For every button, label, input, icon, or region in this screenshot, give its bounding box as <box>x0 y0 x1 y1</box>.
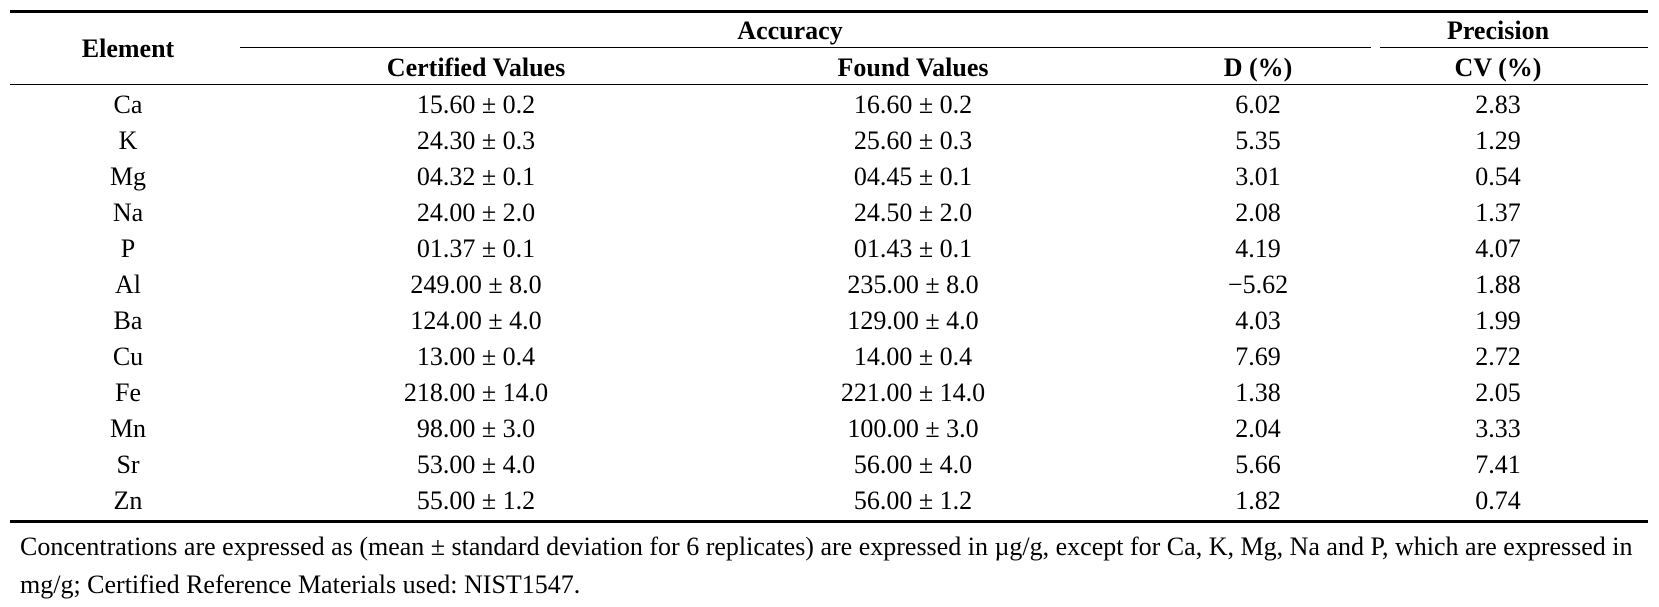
cell-found-value: 25.60 ± 0.3 <box>853 126 973 155</box>
cell-cv-percent: 1.29 <box>1475 126 1521 155</box>
cell-cv-percent: 1.99 <box>1475 306 1521 335</box>
table-row: Sr 53.00 ± 4.0 56.00 ± 4.0 5.66 7.41 <box>0 448 1659 482</box>
table-row: Na 24.00 ± 2.0 24.50 ± 2.0 2.08 1.37 <box>0 196 1659 230</box>
header-bottom-rule <box>10 84 1648 85</box>
cell-element: Cu <box>112 342 144 371</box>
cell-cv-percent: 0.54 <box>1475 162 1521 191</box>
cell-d-percent: 3.01 <box>1235 162 1281 191</box>
header-precision: Precision <box>1446 16 1550 45</box>
cell-d-percent: −5.62 <box>1227 270 1289 299</box>
table-bottom-rule <box>10 520 1648 523</box>
cell-certified-value: 249.00 ± 8.0 <box>410 270 542 299</box>
table-row: P 01.37 ± 0.1 01.43 ± 0.1 4.19 4.07 <box>0 232 1659 266</box>
cell-element: Sr <box>116 450 140 479</box>
cell-certified-value: 55.00 ± 1.2 <box>416 486 536 515</box>
cell-certified-value: 53.00 ± 4.0 <box>416 450 536 479</box>
table-row: K 24.30 ± 0.3 25.60 ± 0.3 5.35 1.29 <box>0 124 1659 158</box>
cell-found-value: 221.00 ± 14.0 <box>840 378 986 407</box>
cell-found-value: 24.50 ± 2.0 <box>853 198 973 227</box>
cell-found-value: 14.00 ± 0.4 <box>853 342 973 371</box>
cell-found-value: 16.60 ± 0.2 <box>853 90 973 119</box>
cell-d-percent: 1.82 <box>1235 486 1281 515</box>
table-row: Ca 15.60 ± 0.2 16.60 ± 0.2 6.02 2.83 <box>0 88 1659 122</box>
table-row: Zn 55.00 ± 1.2 56.00 ± 1.2 1.82 0.74 <box>0 484 1659 518</box>
cell-d-percent: 4.03 <box>1235 306 1281 335</box>
cell-d-percent: 5.66 <box>1235 450 1281 479</box>
cell-certified-value: 24.30 ± 0.3 <box>416 126 536 155</box>
cell-element: Zn <box>113 486 143 515</box>
table-row: Al 249.00 ± 8.0 235.00 ± 8.0 −5.62 1.88 <box>0 268 1659 302</box>
cell-certified-value: 04.32 ± 0.1 <box>416 162 536 191</box>
cell-element: Mn <box>109 414 147 443</box>
cell-element: Mg <box>109 162 147 191</box>
cell-element: Ca <box>113 90 143 119</box>
header-element: Element <box>81 34 175 63</box>
cell-cv-percent: 2.05 <box>1475 378 1521 407</box>
cell-element: P <box>120 234 136 263</box>
cell-found-value: 56.00 ± 4.0 <box>853 450 973 479</box>
table-row: Mg 04.32 ± 0.1 04.45 ± 0.1 3.01 0.54 <box>0 160 1659 194</box>
cell-found-value: 04.45 ± 0.1 <box>853 162 973 191</box>
table-top-rule <box>10 10 1648 13</box>
cell-element: Al <box>115 270 141 299</box>
cell-element: K <box>118 126 138 155</box>
precision-group-rule <box>1380 47 1648 48</box>
table-row: Fe 218.00 ± 14.0 221.00 ± 14.0 1.38 2.05 <box>0 376 1659 410</box>
cell-cv-percent: 7.41 <box>1475 450 1521 479</box>
cell-cv-percent: 2.83 <box>1475 90 1521 119</box>
cell-cv-percent: 0.74 <box>1475 486 1521 515</box>
cell-d-percent: 2.04 <box>1235 414 1281 443</box>
cell-found-value: 235.00 ± 8.0 <box>847 270 979 299</box>
header-accuracy: Accuracy <box>737 16 843 45</box>
cell-element: Ba <box>113 306 143 335</box>
cell-certified-value: 24.00 ± 2.0 <box>416 198 536 227</box>
cell-found-value: 56.00 ± 1.2 <box>853 486 973 515</box>
header-found-values: Found Values <box>837 53 989 82</box>
header-cv-percent: CV (%) <box>1454 53 1542 82</box>
cell-cv-percent: 4.07 <box>1475 234 1521 263</box>
cell-certified-value: 124.00 ± 4.0 <box>410 306 542 335</box>
cell-element: Na <box>112 198 144 227</box>
table-row: Cu 13.00 ± 0.4 14.00 ± 0.4 7.69 2.72 <box>0 340 1659 374</box>
table-row: Mn 98.00 ± 3.0 100.00 ± 3.0 2.04 3.33 <box>0 412 1659 446</box>
accuracy-group-rule <box>240 47 1371 48</box>
cell-cv-percent: 1.37 <box>1475 198 1521 227</box>
table-footnote: Concentrations are expressed as (mean ± … <box>20 532 1633 599</box>
cell-d-percent: 7.69 <box>1235 342 1281 371</box>
cell-found-value: 129.00 ± 4.0 <box>847 306 979 335</box>
cell-found-value: 01.43 ± 0.1 <box>853 234 973 263</box>
cell-d-percent: 6.02 <box>1235 90 1281 119</box>
cell-d-percent: 1.38 <box>1235 378 1281 407</box>
header-d-percent: D (%) <box>1223 53 1293 82</box>
table-row: Ba 124.00 ± 4.0 129.00 ± 4.0 4.03 1.99 <box>0 304 1659 338</box>
cell-d-percent: 4.19 <box>1235 234 1281 263</box>
header-certified-values: Certified Values <box>386 53 566 82</box>
cell-certified-value: 01.37 ± 0.1 <box>416 234 536 263</box>
cell-element: Fe <box>115 378 141 407</box>
cell-cv-percent: 1.88 <box>1475 270 1521 299</box>
cell-cv-percent: 2.72 <box>1475 342 1521 371</box>
cell-certified-value: 98.00 ± 3.0 <box>416 414 536 443</box>
cell-found-value: 100.00 ± 3.0 <box>847 414 979 443</box>
cell-cv-percent: 3.33 <box>1475 414 1521 443</box>
cell-d-percent: 2.08 <box>1235 198 1281 227</box>
cell-d-percent: 5.35 <box>1235 126 1281 155</box>
cell-certified-value: 13.00 ± 0.4 <box>416 342 536 371</box>
cell-certified-value: 15.60 ± 0.2 <box>416 90 536 119</box>
cell-certified-value: 218.00 ± 14.0 <box>403 378 549 407</box>
